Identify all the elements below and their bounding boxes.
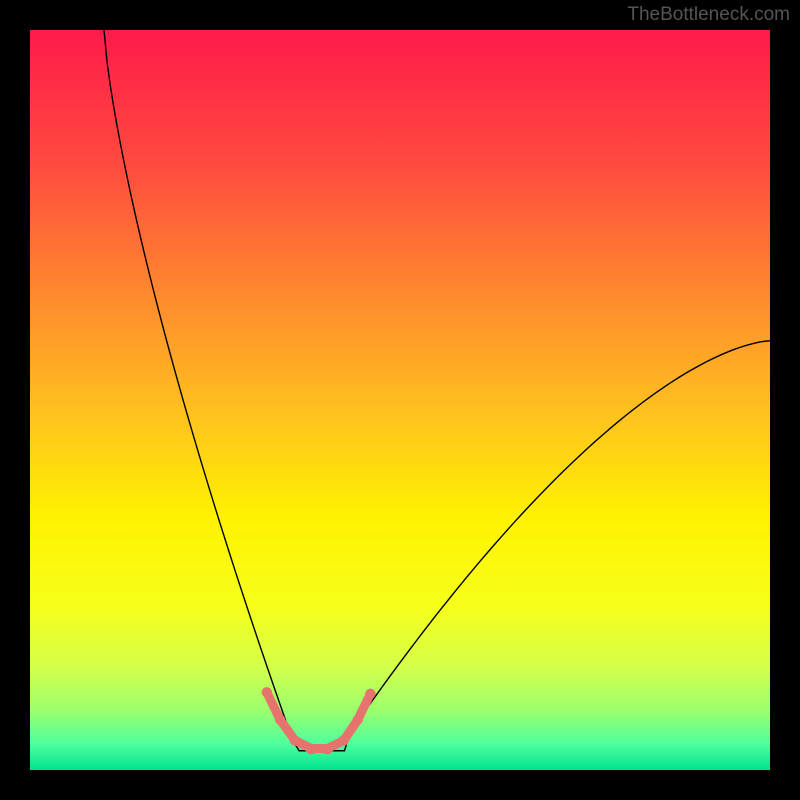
valley-dot <box>275 714 285 724</box>
valley-dot <box>262 687 272 697</box>
valley-dot <box>322 744 332 754</box>
bottleneck-curve-chart <box>0 0 800 800</box>
watermark-text: TheBottleneck.com <box>627 4 790 26</box>
valley-dot <box>306 744 316 754</box>
chart-canvas: TheBottleneck.com <box>0 0 800 800</box>
plot-gradient-background <box>30 30 770 770</box>
valley-dot <box>365 689 375 699</box>
valley-dot <box>290 735 300 745</box>
valley-dot <box>339 735 349 745</box>
valley-dot <box>353 714 363 724</box>
